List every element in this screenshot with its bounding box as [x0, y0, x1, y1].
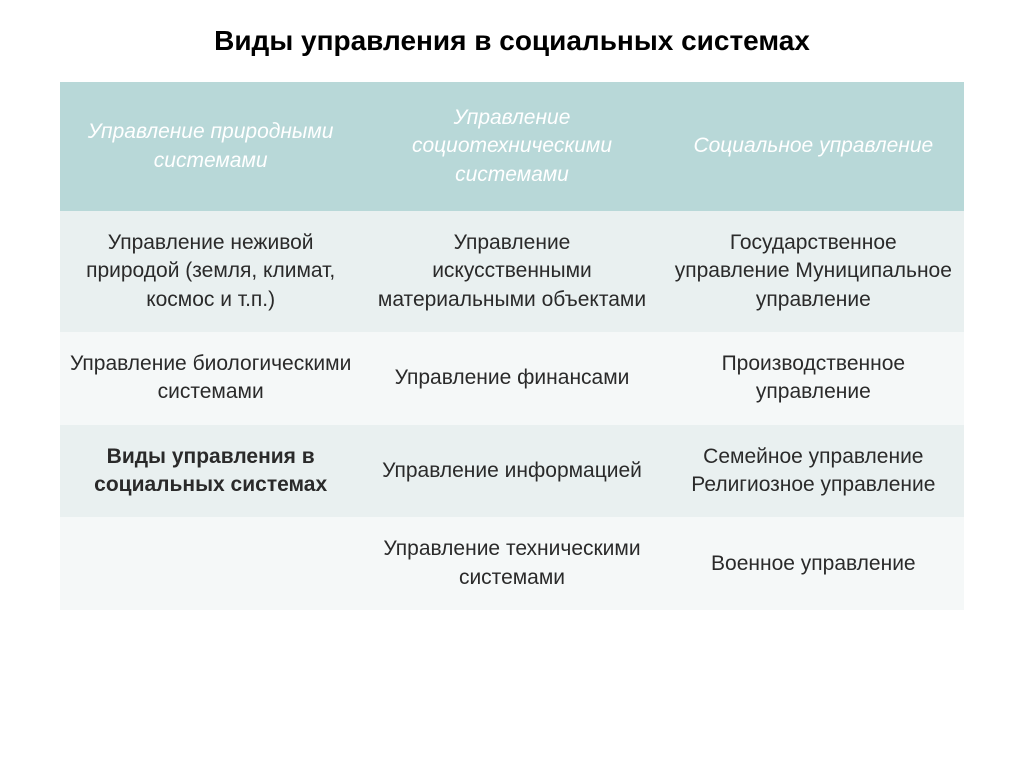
table-cell — [60, 517, 361, 610]
table-cell: Управление биологическими системами — [60, 332, 361, 425]
table-header-col-3: Социальное управление — [663, 82, 964, 211]
table-cell: Управление техническими системами — [361, 517, 662, 610]
table-header-col-2: Управление социотехническими системами — [361, 82, 662, 211]
table-cell: Семейное управление Религиозное управлен… — [663, 425, 964, 518]
table-cell: Управление финансами — [361, 332, 662, 425]
table-row: Управление неживой природой (земля, клим… — [60, 211, 964, 332]
table-cell: Производственное управление — [663, 332, 964, 425]
table-cell: Управление информацией — [361, 425, 662, 518]
page-title: Виды управления в социальных системах — [60, 25, 964, 57]
table-row: Управление техническими системами Военно… — [60, 517, 964, 610]
table-cell: Управление искусственными материальными … — [361, 211, 662, 332]
table-cell-bold: Виды управления в социальных системах — [60, 425, 361, 518]
table-row: Виды управления в социальных системах Уп… — [60, 425, 964, 518]
table-header-row: Управление природными системами Управлен… — [60, 82, 964, 211]
table-cell: Государственное управление Муниципальное… — [663, 211, 964, 332]
table-cell: Военное управление — [663, 517, 964, 610]
table-cell: Управление неживой природой (земля, клим… — [60, 211, 361, 332]
table-header-col-1: Управление природными системами — [60, 82, 361, 211]
management-types-table: Управление природными системами Управлен… — [60, 82, 964, 610]
table-row: Управление биологическими системами Упра… — [60, 332, 964, 425]
